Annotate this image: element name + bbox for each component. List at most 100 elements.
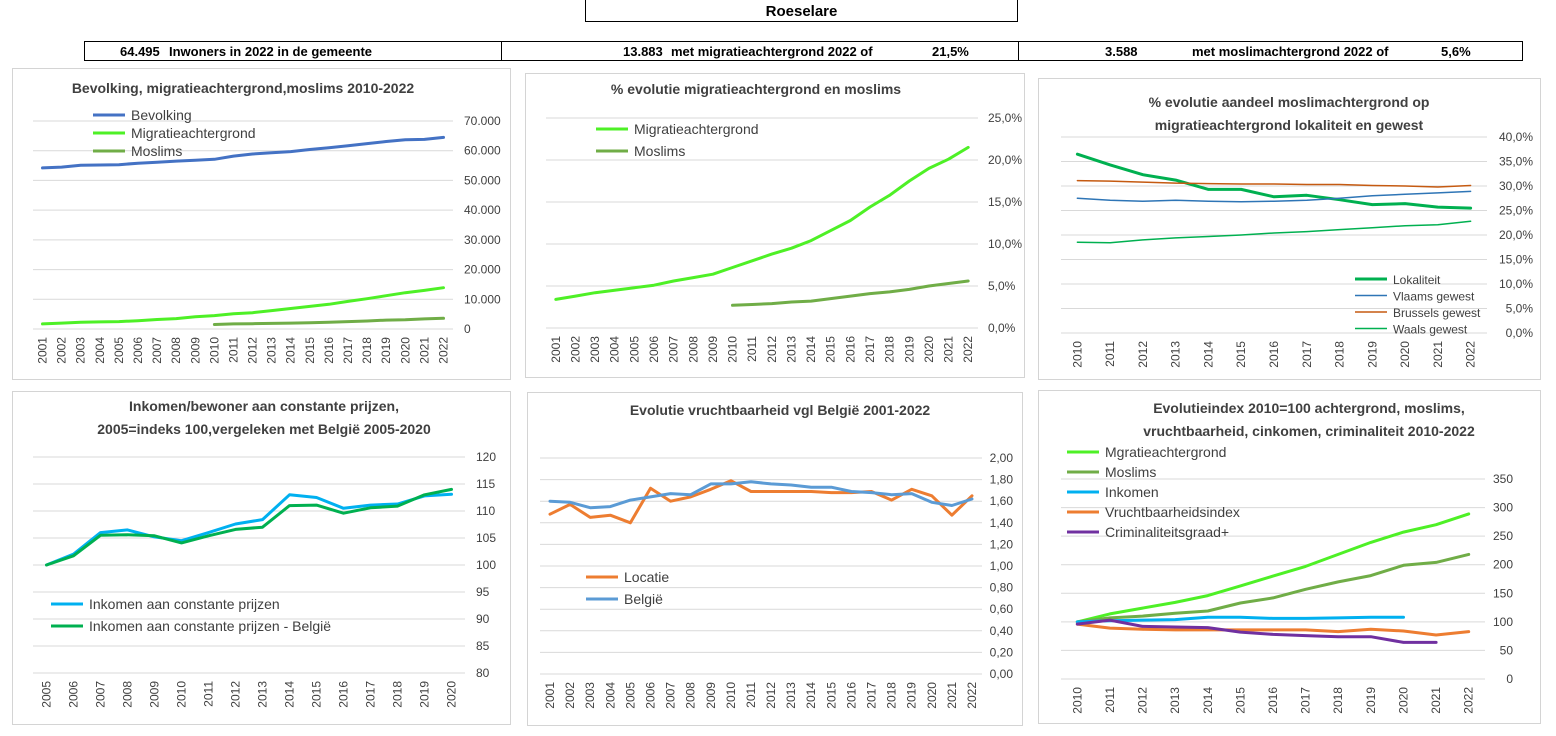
x-tick-label: 2008 [684,682,698,709]
x-tick-label: 2016 [1266,687,1280,714]
y-tick-label: 20.000 [464,263,501,277]
x-tick-label: 2019 [379,337,393,364]
x-tick-label: 2008 [121,681,135,708]
legend-label: Lokaliteit [1393,273,1441,287]
chart-pct-migration: % evolutie migratieachtergrond en moslim… [525,73,1025,378]
x-tick-label: 2009 [188,337,202,364]
series-line [1076,190,1472,203]
x-tick-label: 2016 [337,681,351,708]
chart-title: vruchtbaarheid, cinkomen, criminaliteit … [1143,423,1475,439]
x-tick-label: 2001 [36,337,50,364]
x-tick-label: 2019 [418,681,432,708]
y-tick-label: 2,00 [990,451,1014,465]
x-tick-label: 2009 [706,336,720,363]
x-tick-label: 2018 [1333,341,1347,368]
x-tick-label: 2006 [644,682,658,709]
x-tick-label: 2005 [627,336,641,363]
y-tick-label: 300 [1493,501,1513,515]
x-tick-label: 2002 [55,337,69,364]
y-tick-label: 5,0% [988,279,1016,293]
x-tick-label: 2006 [647,336,661,363]
chart-population: Bevolking, migratieachtergrond,moslims 2… [12,68,511,380]
x-tick-label: 2014 [1201,341,1215,368]
y-tick-label: 0,80 [990,581,1014,595]
stat-muslim-value: 3.588 [1105,44,1138,59]
chart-title: migratieachtergrond lokaliteit en gewest [1155,117,1424,133]
x-tick-label: 2017 [341,337,355,364]
y-tick-label: 250 [1493,529,1513,543]
y-tick-label: 0,20 [990,645,1014,659]
chart-title: Bevolking, migratieachtergrond,moslims 2… [72,80,415,96]
chart-title: 2005=indeks 100,vergeleken met België 20… [97,421,431,437]
y-tick-label: 150 [1493,586,1513,600]
stat-muslim-pct: 5,6% [1441,44,1471,59]
x-tick-label: 2014 [283,681,297,708]
x-tick-label: 2007 [94,681,108,708]
chart-evolution-index: Evolutieindex 2010=100 achtergrond, mosl… [1038,390,1541,724]
y-tick-label: 95 [476,585,490,599]
legend-label: Moslims [634,143,685,159]
x-tick-label: 2017 [1299,687,1313,714]
y-tick-label: 20,0% [1499,228,1533,242]
x-tick-label: 2021 [1429,687,1443,714]
x-tick-label: 2008 [686,336,700,363]
stat-migration-value: 13.883 [623,44,663,59]
x-tick-label: 2002 [568,336,582,363]
y-tick-label: 90 [476,612,490,626]
series-line [1075,552,1471,624]
x-tick-label: 2010 [724,682,738,709]
x-tick-label: 2010 [726,336,740,363]
x-tick-label: 2022 [961,336,975,363]
series-line [212,316,445,326]
x-tick-label: 2019 [1364,687,1378,714]
legend-label: Locatie [624,569,669,585]
y-tick-label: 60.000 [464,144,501,158]
series-line [45,492,453,567]
series-line [1075,512,1471,624]
x-tick-label: 2012 [229,681,243,708]
y-tick-label: 0,0% [1506,326,1534,340]
x-tick-label: 2010 [175,681,189,708]
chart-muslim-share: % evolutie aandeel moslimachtergrond op m… [1038,78,1541,380]
x-tick-label: 2012 [1136,687,1150,714]
series-line [731,279,970,307]
stat-migration-text: met migratieachtergrond 2022 of [671,44,873,59]
x-tick-label: 2001 [543,682,557,709]
y-tick-label: 115 [476,477,495,491]
y-tick-label: 30.000 [464,233,501,247]
y-tick-label: 40.000 [464,203,501,217]
y-tick-label: 5,0% [1506,302,1534,316]
series-line [1075,615,1405,624]
series-line [548,479,974,525]
x-tick-label: 2011 [744,682,758,708]
y-tick-label: 80 [476,666,490,680]
y-tick-label: 105 [476,531,496,545]
x-tick-label: 2020 [398,337,412,364]
legend-label: Inkomen [1105,484,1159,500]
y-tick-label: 10.000 [464,292,501,306]
x-tick-label: 2022 [1464,341,1478,368]
x-tick-label: 2004 [608,336,622,363]
y-tick-label: 85 [476,639,490,653]
legend-label: Migratieachtergrond [131,125,256,141]
x-tick-label: 2019 [1365,341,1379,368]
stat-migration: 13.883 met migratieachtergrond 2022 of 2… [501,41,1019,61]
x-tick-label: 2009 [148,681,162,708]
x-tick-label: 2003 [583,682,597,709]
x-tick-label: 2021 [945,682,959,709]
x-tick-label: 2022 [1462,687,1476,714]
x-tick-label: 2017 [863,336,877,363]
x-tick-label: 2013 [265,337,279,364]
x-tick-label: 2011 [745,336,759,362]
series-line [41,135,445,170]
x-tick-label: 2012 [246,337,260,364]
x-tick-label: 2018 [391,681,405,708]
x-tick-label: 2021 [417,337,431,364]
x-tick-label: 2005 [40,681,54,708]
series-line [1075,622,1471,637]
x-tick-label: 2014 [284,337,298,364]
y-tick-label: 110 [476,504,495,518]
y-tick-label: 1,20 [990,537,1014,551]
x-tick-label: 2010 [207,337,221,364]
x-tick-label: 2010 [1070,687,1084,714]
